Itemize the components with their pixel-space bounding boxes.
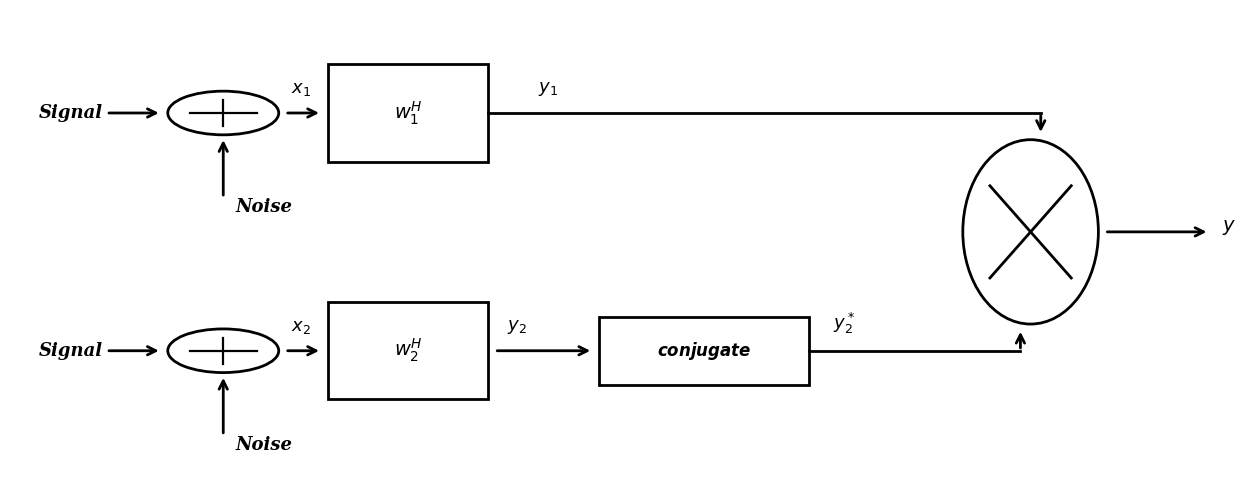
FancyBboxPatch shape [329,302,489,399]
Circle shape [167,91,279,135]
FancyBboxPatch shape [329,64,489,162]
Text: Signal: Signal [38,342,103,360]
Text: Noise: Noise [236,198,293,216]
Ellipse shape [962,140,1099,324]
Text: $w_2^H$: $w_2^H$ [394,337,423,365]
FancyBboxPatch shape [599,317,808,385]
Text: $x_2$: $x_2$ [291,318,311,336]
Text: $y_1$: $y_1$ [538,81,558,99]
Text: $x_1$: $x_1$ [291,81,311,99]
Text: $y_2$: $y_2$ [507,318,527,336]
Text: $y$: $y$ [1221,218,1236,237]
Text: $w_1^H$: $w_1^H$ [394,99,423,127]
Text: $\bfit{conjugate}$: $\bfit{conjugate}$ [657,340,751,362]
Circle shape [167,329,279,372]
Text: $y_2^*$: $y_2^*$ [833,311,856,336]
Text: Noise: Noise [236,436,293,454]
Text: Signal: Signal [38,104,103,122]
